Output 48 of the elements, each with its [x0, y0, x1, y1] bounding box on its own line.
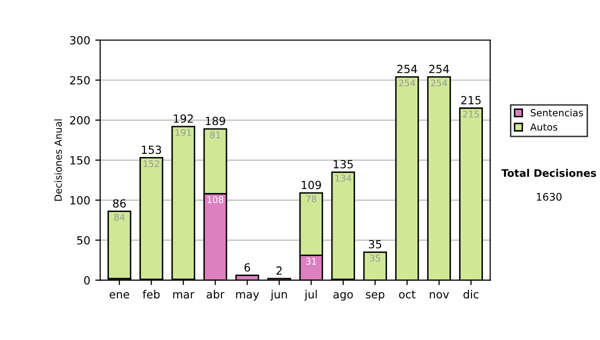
data-label: 191	[176, 129, 192, 136]
legend-label: Autos	[530, 123, 558, 131]
data-label: 215	[463, 110, 479, 118]
x-tick-label: feb	[142, 290, 160, 298]
data-label: 31	[306, 258, 316, 265]
y-tick-label: 50	[77, 236, 90, 245]
data-label: 254	[399, 79, 416, 86]
x-tick-label: dic	[464, 290, 478, 298]
y-axis-title: Decisiones Anual	[54, 119, 62, 201]
x-tick-label: oct	[399, 290, 416, 298]
total-label: 135	[334, 160, 353, 168]
data-label: 78	[306, 196, 316, 202]
x-tick-label: nov	[430, 292, 449, 298]
text: Total Decisiones	[501, 168, 596, 177]
data-label: 134	[336, 174, 352, 182]
y-tick-label: 300	[70, 36, 90, 44]
y-tick-label: 100	[70, 196, 90, 205]
data-label: 108	[208, 196, 224, 204]
total-label: 2	[276, 266, 282, 275]
total-label: 189	[206, 116, 226, 126]
text: 1630	[536, 192, 562, 201]
data-label: 152	[144, 160, 160, 168]
total-label: 254	[397, 64, 418, 74]
x-tick-label: ago	[333, 292, 353, 301]
y-tick-label: 200	[70, 116, 90, 125]
x-tick-label: mar	[173, 292, 194, 298]
x-tick-label: sep	[366, 292, 384, 301]
legend-label: Sentencias	[530, 108, 583, 116]
x-tick-label: may	[236, 292, 260, 301]
total-label: 192	[174, 114, 193, 123]
y-tick-label: 250	[70, 76, 90, 85]
data-label: 254	[431, 79, 448, 86]
total-label: 153	[142, 146, 162, 154]
total-label: 215	[461, 96, 481, 104]
x-tick-label: jul	[304, 290, 317, 301]
total-label: 6	[244, 263, 250, 272]
x-tick-label: jun	[270, 290, 287, 301]
data-label: 84	[114, 214, 125, 221]
total-label: 109	[302, 180, 322, 190]
data-label: 81	[210, 131, 220, 138]
y-tick-label: 0	[84, 276, 90, 285]
x-tick-label: ene	[110, 292, 130, 298]
total-label: 35	[368, 240, 382, 248]
x-tick-label: abr	[206, 290, 224, 298]
total-label: 254	[429, 64, 450, 74]
y-tick-label: 150	[70, 156, 90, 165]
data-label: 35	[370, 254, 380, 262]
total-label: 86	[113, 199, 126, 208]
